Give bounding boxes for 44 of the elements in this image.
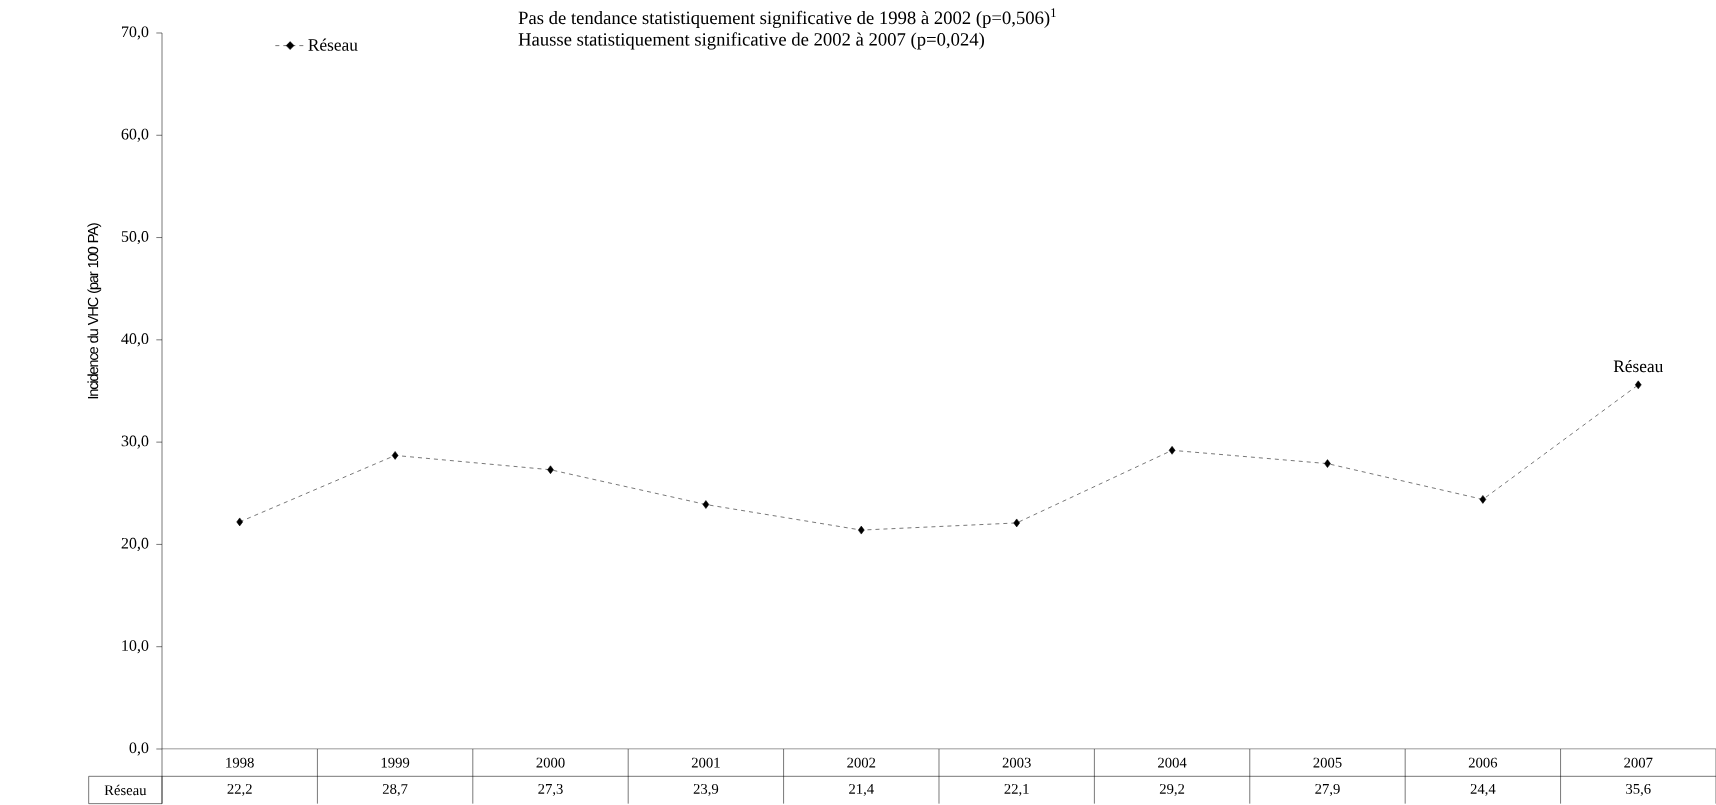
point — [702, 500, 710, 509]
y-tick-label: 20,0 — [121, 537, 149, 551]
x-tick-label: 2000 — [536, 757, 565, 768]
text: Réseau — [104, 784, 147, 796]
point — [1324, 459, 1331, 468]
y-tick-label: 0,0 — [129, 742, 149, 756]
point — [1635, 380, 1642, 390]
data-label: 27,3 — [538, 784, 563, 796]
text: Pas de tendance statistiquement significative de 1998 à 2002 (p=0,506)$^{1}$ — [518, 8, 1056, 28]
point — [547, 465, 554, 475]
data-label: 21,4 — [849, 784, 874, 796]
point — [858, 525, 865, 535]
y-axis-title: Incidence du VHC (par 100 PA) — [87, 223, 102, 399]
x-tick-label: 1998 — [226, 757, 254, 768]
data-label: 23,9 — [693, 784, 719, 796]
y-tick-label: 40,0 — [121, 333, 149, 347]
y-tick-label: 50,0 — [121, 231, 149, 245]
data-label: 22,2 — [227, 784, 252, 796]
point — [1168, 446, 1176, 455]
x-tick-label: 2006 — [1468, 757, 1498, 768]
x-tick-label: 2005 — [1313, 757, 1342, 768]
text: Réseau — [1613, 359, 1663, 373]
x-tick-label: 2007 — [1624, 757, 1653, 768]
point — [1479, 495, 1487, 504]
legend-label: Réseau — [308, 38, 358, 51]
data-label: 28,7 — [382, 783, 408, 796]
point — [391, 451, 399, 460]
point — [236, 517, 243, 527]
x-tick-label: 1999 — [381, 757, 410, 768]
y-tick-label: 70,0 — [121, 26, 149, 40]
y-tick-label: 60,0 — [121, 128, 149, 142]
y-tick-label: 10,0 — [122, 640, 149, 654]
data-label: 22,1 — [1004, 784, 1029, 796]
x-tick-label: 2002 — [847, 757, 876, 768]
annotation: Hausse statistiquement significative de 2002 à 2007 (p=0,024) — [518, 32, 985, 50]
data-label: 24,4 — [1470, 784, 1496, 796]
x-tick-label: 2004 — [1158, 757, 1187, 768]
data-label: 29,2 — [1159, 784, 1185, 796]
x-tick-label: 2003 — [1002, 757, 1031, 768]
data-label: 27,9 — [1315, 784, 1340, 796]
point — [1013, 518, 1020, 528]
data-label: 35,6 — [1626, 784, 1651, 796]
x-tick-label: 2001 — [691, 757, 720, 768]
y-tick-label: 30,0 — [121, 435, 149, 449]
